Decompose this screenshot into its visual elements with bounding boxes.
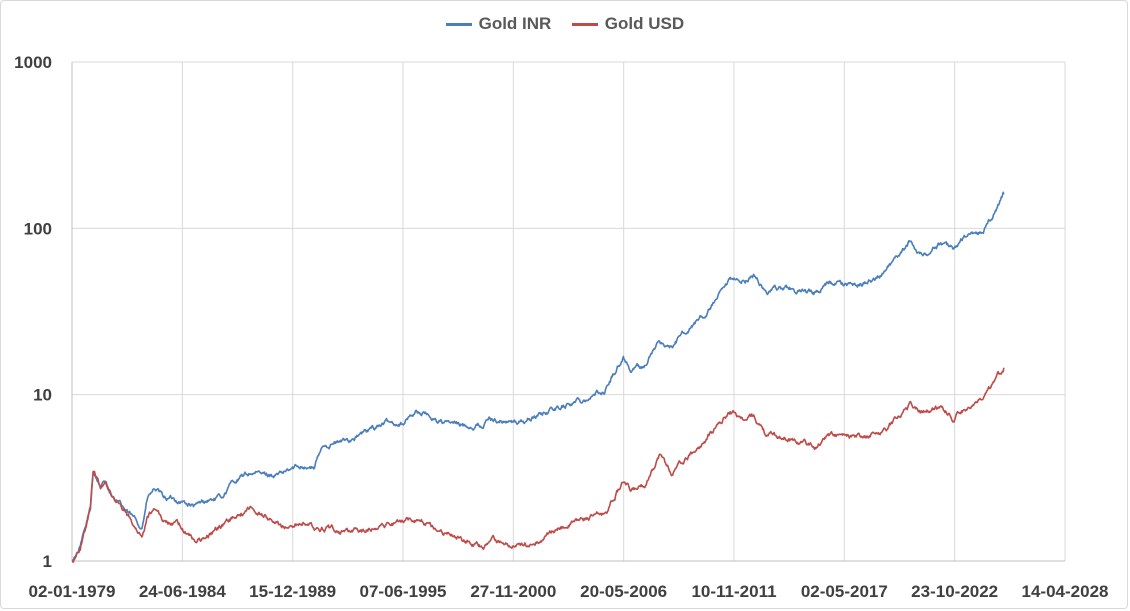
legend-item-gold-usd: Gold USD xyxy=(572,14,684,34)
x-tick-label: 07-06-1995 xyxy=(360,582,447,601)
x-tick-label: 15-12-1989 xyxy=(249,582,336,601)
x-tick-label: 27-11-2000 xyxy=(470,582,556,601)
y-tick-label: 1 xyxy=(43,552,52,571)
x-tick-label: 02-01-1979 xyxy=(29,582,116,601)
series-lines xyxy=(71,191,1005,563)
series-line-gold-usd xyxy=(71,367,1005,563)
y-tick-label: 10 xyxy=(33,386,52,405)
legend-label-gold-usd: Gold USD xyxy=(604,14,685,33)
y-tick-labels: 1 10 100 1000 xyxy=(14,53,52,571)
legend-item-gold-inr: Gold INR xyxy=(445,14,552,34)
x-tick-label: 20-05-2006 xyxy=(580,582,667,601)
chart-legend: Gold INR Gold USD xyxy=(0,14,1130,34)
legend-swatch-gold-inr xyxy=(445,23,472,27)
x-tick-labels: 02-01-1979 24-06-1984 15-12-1989 07-06-1995… xyxy=(29,582,1109,601)
grid-lines xyxy=(72,61,1066,561)
series-line-gold-inr xyxy=(71,191,1005,562)
axes xyxy=(71,62,1065,562)
legend-label-gold-inr: Gold INR xyxy=(478,14,552,33)
x-tick-label: 14-04-2028 xyxy=(1022,582,1109,601)
y-tick-label: 1000 xyxy=(14,53,52,72)
x-tick-label: 24-06-1984 xyxy=(139,582,227,601)
x-tick-label: 23-10-2022 xyxy=(911,582,998,601)
y-tick-label: 100 xyxy=(24,219,52,238)
x-tick-label: 02-05-2017 xyxy=(801,582,888,601)
legend-swatch-gold-usd xyxy=(572,23,599,27)
x-tick-label: 10-11-2011 xyxy=(691,582,776,601)
